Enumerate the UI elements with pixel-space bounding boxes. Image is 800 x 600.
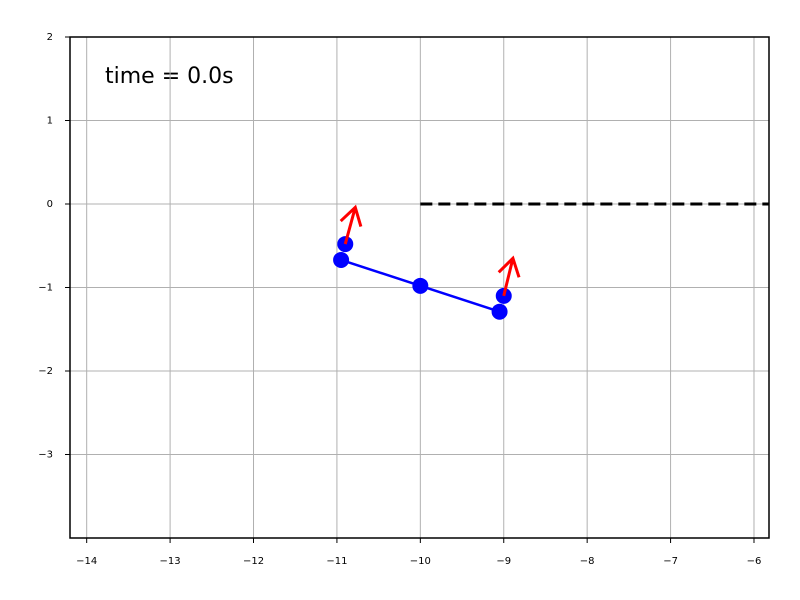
y-tick-label: −1 (38, 283, 53, 294)
y-tick-label: 1 (47, 116, 53, 127)
x-tick-label: −10 (410, 556, 431, 567)
x-tick-label: −13 (160, 556, 181, 567)
x-tick-label: −11 (326, 556, 347, 567)
plot-area (333, 202, 769, 320)
y-tick-label: −2 (38, 366, 53, 377)
force-arrow (339, 204, 363, 245)
force-arrow (497, 255, 521, 297)
x-tick-label: −9 (496, 556, 511, 567)
x-tick-label: −8 (580, 556, 595, 567)
time-annotation: time = 0.0s (105, 64, 234, 89)
joint-marker (333, 251, 350, 268)
axes-frame (69, 36, 770, 539)
x-tick-label: −6 (747, 556, 762, 567)
y-tick-label: 0 (47, 199, 53, 210)
joint-marker (412, 277, 429, 294)
x-tick-label: −12 (243, 556, 264, 567)
joint-marker (491, 303, 508, 320)
y-tick-label: −3 (38, 450, 53, 461)
y-tick-label: 2 (47, 32, 53, 43)
x-tick-label: −14 (76, 556, 97, 567)
x-tick-label: −7 (663, 556, 678, 567)
